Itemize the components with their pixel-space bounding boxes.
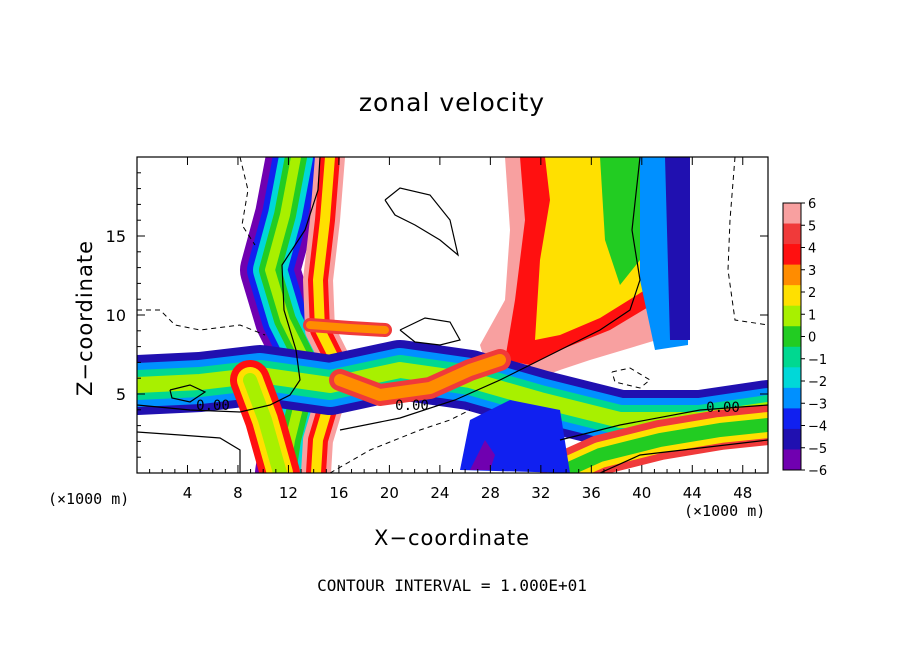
- plume-blue: [665, 157, 690, 340]
- colorbar-swatch: [783, 387, 801, 409]
- contour-interval-note: CONTOUR INTERVAL = 1.000E+01: [317, 576, 587, 595]
- x-tick-label: 16: [329, 484, 348, 502]
- colorbar-label: 6: [808, 197, 816, 212]
- colorbar-label: −2: [808, 375, 827, 390]
- shear-red: [306, 321, 389, 334]
- colorbar-label: 3: [808, 264, 816, 279]
- y-tick-label: 10: [106, 306, 126, 325]
- x-axis-label: X−coordinate: [374, 526, 530, 550]
- velocity-field: [137, 157, 768, 473]
- colorbar-swatch: [783, 408, 801, 430]
- x-tick-label: 44: [683, 484, 702, 502]
- colorbar-label: 5: [808, 219, 816, 234]
- colorbar-label: −6: [808, 464, 827, 479]
- colorbar-label: 4: [808, 242, 816, 257]
- left-jet-red: [311, 157, 345, 473]
- x-tick-label: 20: [380, 484, 399, 502]
- x-tick-label: 48: [733, 484, 752, 502]
- left-core: [243, 373, 287, 473]
- contour-dash-loop: [611, 367, 651, 389]
- colorbar-label: −4: [808, 420, 827, 435]
- y-tick-label: 15: [106, 227, 126, 246]
- contour-label: 0.00: [706, 400, 740, 416]
- contour-label: 0.00: [196, 398, 230, 414]
- colorbar-swatch: [783, 326, 801, 348]
- colorbar-swatch: [783, 203, 801, 225]
- contour-zero-right: [559, 404, 768, 441]
- contour-dash-bottom: [329, 409, 471, 473]
- x-tick-label: 32: [531, 484, 550, 502]
- colorbar-label: −5: [808, 442, 827, 457]
- colorbar: 6 5 4 3 2 1 0 −1 −2 −3 −4 −5 −6: [782, 197, 827, 479]
- low-band-right: [553, 418, 768, 473]
- x-unit-left: (×1000 m): [48, 490, 130, 508]
- colorbar-label: 1: [808, 308, 816, 323]
- contour-bottom-right: [599, 439, 768, 473]
- colorbar-label: −1: [808, 353, 827, 368]
- contour-dash-right: [727, 157, 768, 326]
- contour-dash-topleft: [239, 157, 256, 246]
- contour-lines: 0.00 0.00 0.00: [137, 157, 768, 473]
- colorbar-swatch: [783, 223, 801, 245]
- x-tick-label: 12: [279, 484, 298, 502]
- contour-loop-left: [169, 384, 207, 403]
- x-tick-label: 24: [430, 484, 449, 502]
- x-tick-label: 28: [481, 484, 500, 502]
- colorbar-swatch: [783, 285, 801, 307]
- colorbar-label: 0: [808, 331, 816, 346]
- colorbar-swatch: [783, 305, 801, 327]
- colorbar-label: −3: [808, 397, 827, 412]
- x-tick-label: 40: [632, 484, 651, 502]
- x-tick-label: 4: [183, 484, 193, 502]
- contour-loop-top: [384, 187, 459, 257]
- contour-loop-mid: [399, 317, 461, 346]
- y-axis-label: Z−coordinate: [73, 240, 97, 396]
- x-tick-label: 8: [233, 484, 243, 502]
- y-tick-label: 5: [116, 385, 126, 404]
- contour-dash-left: [137, 309, 266, 336]
- colorbar-swatch: [783, 367, 801, 389]
- mid-red: [334, 354, 506, 401]
- colorbar-swatch: [783, 428, 801, 450]
- contour-zero-left: [137, 157, 321, 413]
- colorbar-swatch: [783, 346, 801, 368]
- contour-label: 0.00: [395, 398, 429, 414]
- colorbar-label: 2: [808, 286, 816, 301]
- colorbar-swatch: [783, 264, 801, 286]
- purple-spot: [470, 440, 495, 470]
- x-tick-label: 36: [582, 484, 601, 502]
- colorbar-swatch: [783, 244, 801, 266]
- left-jet: [265, 157, 310, 473]
- colorbar-swatch: [783, 449, 801, 471]
- plume-green: [600, 157, 645, 285]
- contour-zero-mid: [339, 157, 641, 431]
- contour-bottom-left: [137, 431, 241, 473]
- x-unit-right: (×1000 m): [684, 502, 766, 520]
- chart-title: zonal velocity: [358, 88, 546, 117]
